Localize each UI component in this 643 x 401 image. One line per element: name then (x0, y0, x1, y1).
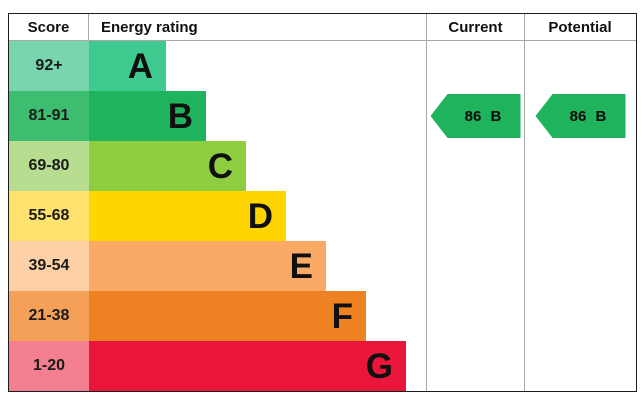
header-potential: Potential (524, 14, 635, 40)
band-row-d: 55-68 D (9, 191, 636, 241)
band-row-b: 81-91 B (9, 91, 636, 141)
band-score-range: 21-38 (9, 291, 89, 341)
chart-header: Score Energy rating Current Potential (9, 14, 636, 41)
band-bar: B (89, 91, 206, 141)
band-score-range: 39-54 (9, 241, 89, 291)
band-letter: D (247, 196, 273, 236)
band-bar: A (89, 41, 166, 91)
band-row-f: 21-38 F (9, 291, 636, 341)
band-bar: G (89, 341, 406, 391)
band-bar: D (89, 191, 286, 241)
band-row-e: 39-54 E (9, 241, 636, 291)
band-row-a: 92+ A (9, 41, 636, 91)
potential-rating-label: 86 B (569, 107, 607, 125)
band-letter: B (167, 96, 193, 136)
band-letter: F (331, 296, 353, 336)
band-row-c: 69-80 C (9, 141, 636, 191)
band-score-range: 55-68 (9, 191, 89, 241)
header-energy-rating: Energy rating (101, 18, 198, 36)
band-letter: E (289, 246, 313, 286)
current-column: 86 B (426, 41, 524, 391)
header-score: Score (9, 14, 89, 40)
epc-chart: Score Energy rating Current Potential 92… (8, 13, 637, 392)
current-rating-label: 86 B (464, 107, 502, 125)
band-row-g: 1-20 G (9, 341, 636, 391)
potential-arrow: 86 B (535, 94, 626, 138)
band-score-range: 1-20 (9, 341, 89, 391)
band-letter: C (207, 146, 233, 186)
band-bar: E (89, 241, 326, 291)
band-bar: C (89, 141, 246, 191)
band-score-range: 92+ (9, 41, 89, 91)
potential-column: 86 B (524, 41, 636, 391)
band-letter: G (365, 346, 393, 386)
chart-body: 92+ A 81-91 B 69-80 C 55-68 D 39-54 E 21… (9, 41, 636, 391)
current-arrow: 86 B (430, 94, 521, 138)
band-score-range: 81-91 (9, 91, 89, 141)
band-score-range: 69-80 (9, 141, 89, 191)
header-current: Current (426, 14, 524, 40)
band-bar: F (89, 291, 366, 341)
band-letter: A (127, 46, 153, 86)
